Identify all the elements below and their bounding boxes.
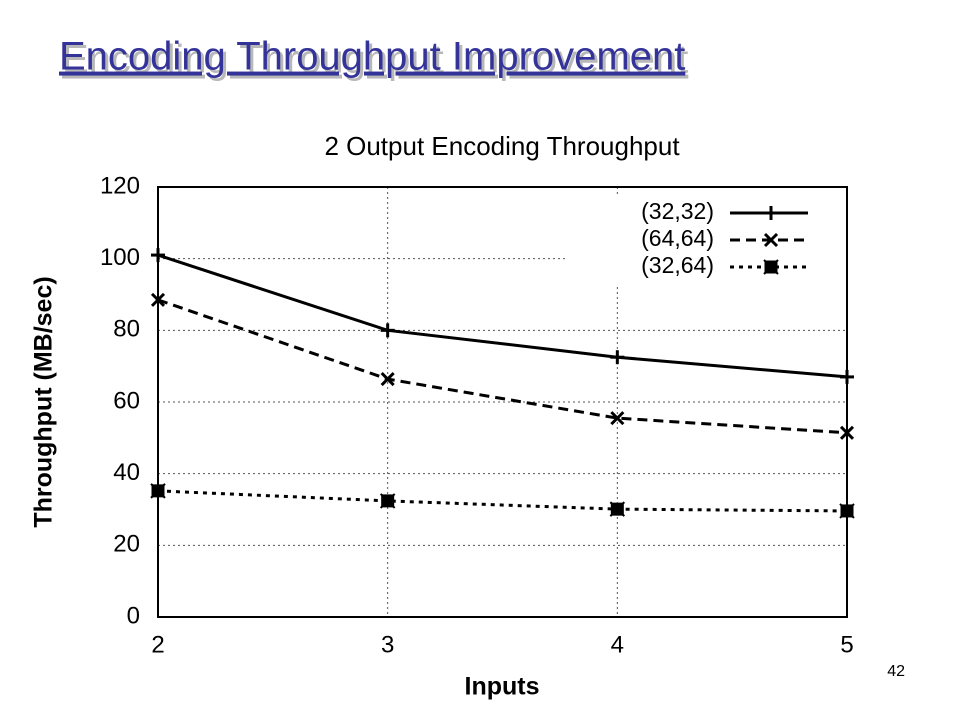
marker [150,292,166,307]
legend-marker [763,232,779,248]
legend-label: (32,32) [641,198,714,224]
x-tick-label: 4 [611,631,624,658]
marker [609,501,626,517]
marker [610,350,625,365]
marker [151,248,165,263]
marker [380,372,395,387]
marker [150,483,166,499]
slide-title: Encoding Throughput Improvement [59,35,685,79]
series-line [157,298,848,435]
chart-title: 2 Output Encoding Throughput [324,131,680,161]
x-tick-label: 2 [151,631,164,658]
y-tick-label: 120 [100,172,140,199]
y-tick-label: 0 [127,602,140,629]
x-tick-label: 3 [381,631,394,658]
page-number: 42 [887,663,905,680]
legend-marker [763,259,779,275]
marker [379,493,396,509]
marker [380,323,395,338]
marker [840,369,854,384]
marker [610,411,625,426]
marker [839,503,855,519]
series-line [157,253,848,379]
legend-marker [764,206,778,220]
y-tick-label: 60 [113,387,140,414]
legend-label: (64,64) [641,225,714,251]
y-tick-label: 80 [113,316,140,343]
plot-frame [157,186,848,618]
legend-label: (32,64) [641,252,714,278]
title-shadow: Encoding Throughput Improvement [62,38,688,82]
y-tick-label: 20 [113,531,140,558]
x-axis-label: Inputs [465,673,540,701]
series-line [157,489,848,513]
y-tick-label: 100 [100,244,140,271]
x-tick-label: 5 [840,631,853,658]
y-axis-label: Throughput (MB/sec) [30,276,58,527]
marker [839,425,855,440]
y-tick-label: 40 [113,459,140,486]
